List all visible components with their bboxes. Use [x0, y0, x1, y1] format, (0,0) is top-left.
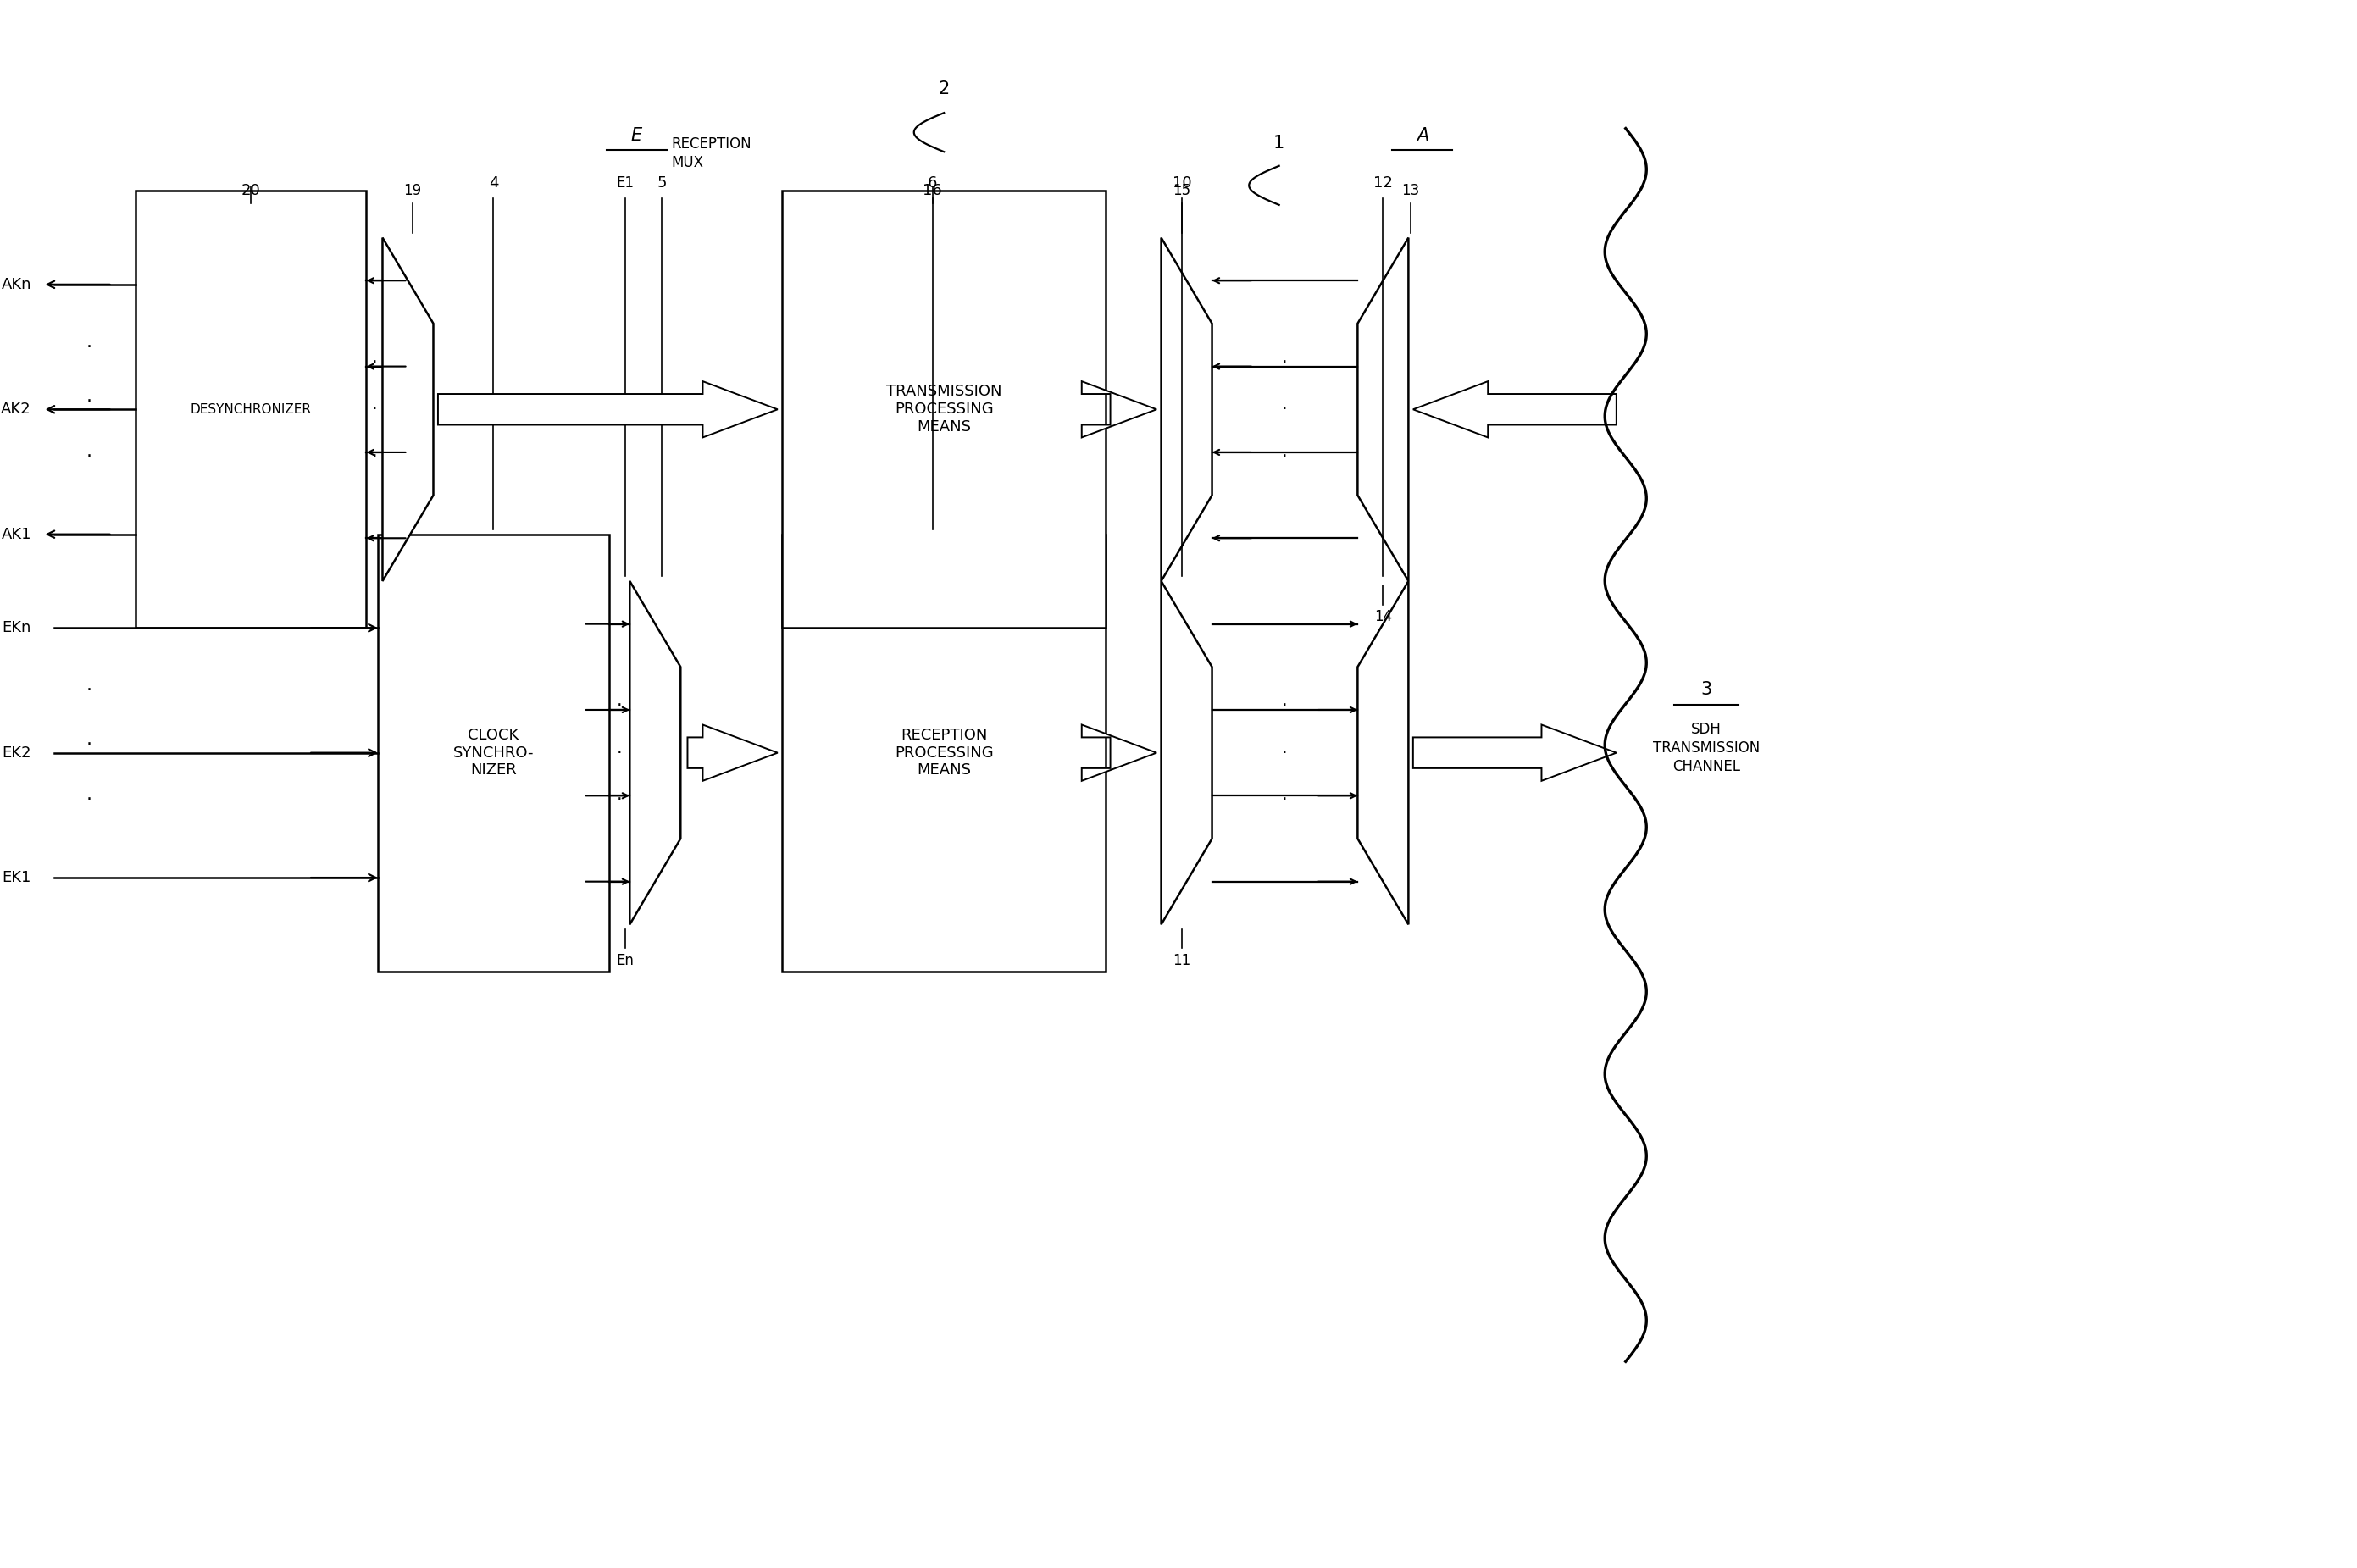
- Polygon shape: [382, 238, 434, 582]
- Text: 16: 16: [924, 183, 943, 199]
- Text: EKn: EKn: [2, 621, 31, 635]
- Polygon shape: [1414, 724, 1617, 781]
- Text: A: A: [1417, 127, 1428, 144]
- Text: ·: ·: [618, 792, 622, 808]
- Text: 5: 5: [658, 176, 667, 191]
- Polygon shape: [688, 724, 778, 781]
- Text: 14: 14: [1374, 610, 1393, 624]
- Text: RECEPTION
MUX: RECEPTION MUX: [672, 136, 752, 171]
- Bar: [783, 191, 1105, 627]
- Text: AK1: AK1: [2, 527, 31, 543]
- Text: ·: ·: [87, 792, 92, 808]
- Polygon shape: [1358, 238, 1409, 582]
- Text: 15: 15: [1174, 183, 1190, 199]
- Text: ·: ·: [372, 448, 377, 464]
- Polygon shape: [1082, 724, 1157, 781]
- Text: 10: 10: [1171, 176, 1193, 191]
- Text: ·: ·: [87, 682, 92, 699]
- Text: ·: ·: [372, 354, 377, 372]
- Text: 20: 20: [240, 183, 259, 199]
- Polygon shape: [1162, 238, 1211, 582]
- Text: ·: ·: [1282, 401, 1287, 417]
- Text: EK2: EK2: [2, 745, 31, 760]
- Text: 2: 2: [938, 80, 950, 97]
- Text: E1: E1: [615, 176, 634, 191]
- Text: ·: ·: [87, 448, 92, 464]
- Polygon shape: [1082, 381, 1157, 437]
- Text: ·: ·: [87, 339, 92, 356]
- Bar: [783, 535, 1105, 971]
- Bar: [377, 535, 608, 971]
- Text: ·: ·: [1282, 698, 1287, 715]
- Text: ·: ·: [1282, 792, 1287, 808]
- Text: RECEPTION
PROCESSING
MEANS: RECEPTION PROCESSING MEANS: [896, 728, 992, 778]
- Text: ·: ·: [618, 698, 622, 715]
- Polygon shape: [1162, 582, 1211, 925]
- Text: 3: 3: [1702, 681, 1711, 698]
- Polygon shape: [1358, 582, 1409, 925]
- Text: 6: 6: [929, 176, 938, 191]
- Text: E: E: [632, 127, 643, 144]
- Text: ·: ·: [87, 394, 92, 411]
- Text: EK1: EK1: [2, 870, 31, 886]
- Text: AK2: AK2: [0, 401, 31, 417]
- Polygon shape: [1414, 381, 1617, 437]
- Text: 11: 11: [1174, 953, 1190, 967]
- Text: ·: ·: [1282, 745, 1287, 760]
- Text: En: En: [615, 953, 634, 967]
- Text: TRANSMISSION
PROCESSING
MEANS: TRANSMISSION PROCESSING MEANS: [886, 384, 1002, 434]
- Text: CLOCK
SYNCHRO-
NIZER: CLOCK SYNCHRO- NIZER: [453, 728, 535, 778]
- Text: ·: ·: [618, 745, 622, 760]
- Text: AKn: AKn: [2, 278, 31, 292]
- Text: ·: ·: [372, 401, 377, 417]
- Bar: [134, 191, 365, 627]
- Text: 13: 13: [1402, 183, 1419, 199]
- Text: DESYNCHRONIZER: DESYNCHRONIZER: [191, 403, 311, 416]
- Text: ·: ·: [1282, 354, 1287, 372]
- Text: 12: 12: [1374, 176, 1393, 191]
- Text: 1: 1: [1273, 135, 1285, 152]
- Text: 4: 4: [488, 176, 497, 191]
- Text: ·: ·: [1282, 448, 1287, 464]
- Text: ·: ·: [87, 737, 92, 754]
- Polygon shape: [629, 582, 681, 925]
- Text: 19: 19: [403, 183, 422, 199]
- Polygon shape: [438, 381, 778, 437]
- Text: SDH
TRANSMISSION
CHANNEL: SDH TRANSMISSION CHANNEL: [1652, 721, 1761, 775]
